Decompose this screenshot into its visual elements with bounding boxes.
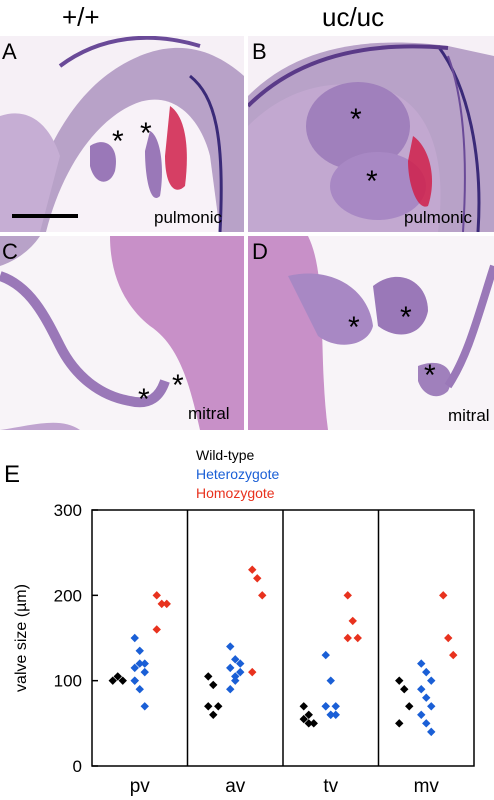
data-point bbox=[204, 702, 213, 711]
y-tick-label: 200 bbox=[54, 586, 82, 605]
valve-label-d: mitral bbox=[448, 406, 490, 425]
panel-letter-b: B bbox=[252, 39, 267, 64]
x-tick-label-tv: tv bbox=[323, 776, 338, 797]
x-axis-ticks: pv av tv mv bbox=[130, 776, 440, 797]
data-point bbox=[209, 680, 218, 690]
data-point bbox=[253, 574, 262, 583]
data-point bbox=[444, 633, 453, 643]
x-tick-label-av: av bbox=[225, 776, 246, 797]
valve-marker: * bbox=[350, 103, 362, 136]
data-point bbox=[331, 702, 340, 711]
data-point bbox=[209, 710, 218, 719]
panel-letter-e: E bbox=[4, 461, 20, 488]
data-point bbox=[140, 702, 149, 711]
data-point bbox=[231, 676, 240, 685]
valve-label-b: pulmonic bbox=[404, 208, 473, 227]
histology-image-c bbox=[0, 236, 244, 430]
data-point bbox=[422, 719, 431, 728]
micrograph-panel-d: D * * * mitral bbox=[248, 236, 494, 430]
y-tick-label: 300 bbox=[54, 501, 82, 520]
data-point bbox=[321, 702, 330, 711]
valve-marker: * bbox=[366, 165, 378, 198]
data-point bbox=[400, 685, 409, 694]
data-point bbox=[353, 633, 362, 643]
legend-entry-homozygote: Homozygote bbox=[196, 485, 275, 501]
valve-marker: * bbox=[138, 383, 150, 416]
data-point bbox=[226, 685, 235, 694]
valve-marker: * bbox=[400, 301, 412, 334]
data-point bbox=[326, 710, 335, 719]
data-point bbox=[348, 616, 357, 626]
data-point bbox=[130, 676, 139, 685]
histology-image-a bbox=[0, 36, 244, 232]
data-point bbox=[214, 702, 223, 711]
mutant-column-header: uc/uc bbox=[322, 2, 385, 32]
data-point bbox=[449, 650, 458, 660]
valve-marker: * bbox=[112, 125, 124, 158]
data-point bbox=[427, 727, 436, 737]
y-axis-ticks: 0 100 200 300 bbox=[54, 501, 98, 776]
micrograph-panel-a: A * * pulmonic bbox=[0, 36, 244, 232]
valve-label-a: pulmonic bbox=[154, 208, 223, 227]
data-point bbox=[417, 710, 426, 719]
valve-marker: * bbox=[172, 369, 184, 402]
data-point bbox=[427, 702, 436, 711]
data-point bbox=[248, 667, 257, 677]
valve-size-chart: E Wild-type Heterozygote Homozygote 0 100 20… bbox=[4, 447, 475, 797]
data-point bbox=[395, 719, 404, 728]
data-point bbox=[226, 642, 235, 651]
data-point bbox=[405, 702, 414, 711]
data-point bbox=[395, 676, 404, 685]
data-point bbox=[258, 591, 267, 600]
data-point bbox=[417, 685, 426, 694]
data-point bbox=[326, 676, 335, 685]
data-point bbox=[152, 625, 161, 634]
data-point bbox=[422, 693, 431, 702]
y-axis-label: valve size (µm) bbox=[13, 584, 30, 692]
data-point bbox=[299, 702, 308, 711]
data-point bbox=[427, 676, 436, 685]
data-point bbox=[417, 659, 426, 668]
micrograph-panel-c: C * * mitral bbox=[0, 236, 244, 430]
data-point bbox=[162, 599, 171, 609]
data-point bbox=[343, 591, 352, 600]
y-tick-label: 0 bbox=[73, 757, 82, 776]
valve-marker: * bbox=[140, 117, 152, 150]
data-point bbox=[299, 714, 308, 724]
data-point bbox=[135, 646, 144, 655]
panel-letter-d: D bbox=[252, 239, 268, 264]
valve-label-c: mitral bbox=[188, 404, 230, 423]
legend-entry-heterozygote: Heterozygote bbox=[196, 466, 279, 482]
data-point bbox=[152, 591, 161, 600]
panel-letter-a: A bbox=[2, 39, 17, 64]
data-point bbox=[343, 633, 352, 643]
histology-image-d bbox=[248, 236, 494, 430]
panel-letter-c: C bbox=[2, 239, 18, 264]
micrograph-panel-b: B * * pulmonic bbox=[248, 36, 494, 232]
data-point bbox=[321, 650, 330, 660]
category-dividers bbox=[186, 510, 380, 766]
valve-marker: * bbox=[348, 311, 360, 344]
data-point bbox=[422, 667, 431, 677]
legend-entry-wild-type: Wild-type bbox=[196, 447, 255, 463]
data-point bbox=[135, 685, 144, 694]
data-point bbox=[226, 663, 235, 673]
data-point bbox=[248, 565, 257, 574]
data-point bbox=[130, 633, 139, 643]
y-tick-label: 100 bbox=[54, 672, 82, 691]
data-point bbox=[140, 667, 149, 677]
x-tick-label-pv: pv bbox=[130, 776, 151, 797]
valve-marker: * bbox=[424, 359, 436, 392]
chart-legend: Wild-type Heterozygote Homozygote bbox=[196, 447, 279, 501]
histology-image-b bbox=[248, 36, 494, 232]
data-point bbox=[439, 591, 448, 600]
data-point bbox=[204, 672, 213, 681]
x-tick-label-mv: mv bbox=[414, 776, 440, 797]
wildtype-column-header: +/+ bbox=[62, 2, 100, 32]
